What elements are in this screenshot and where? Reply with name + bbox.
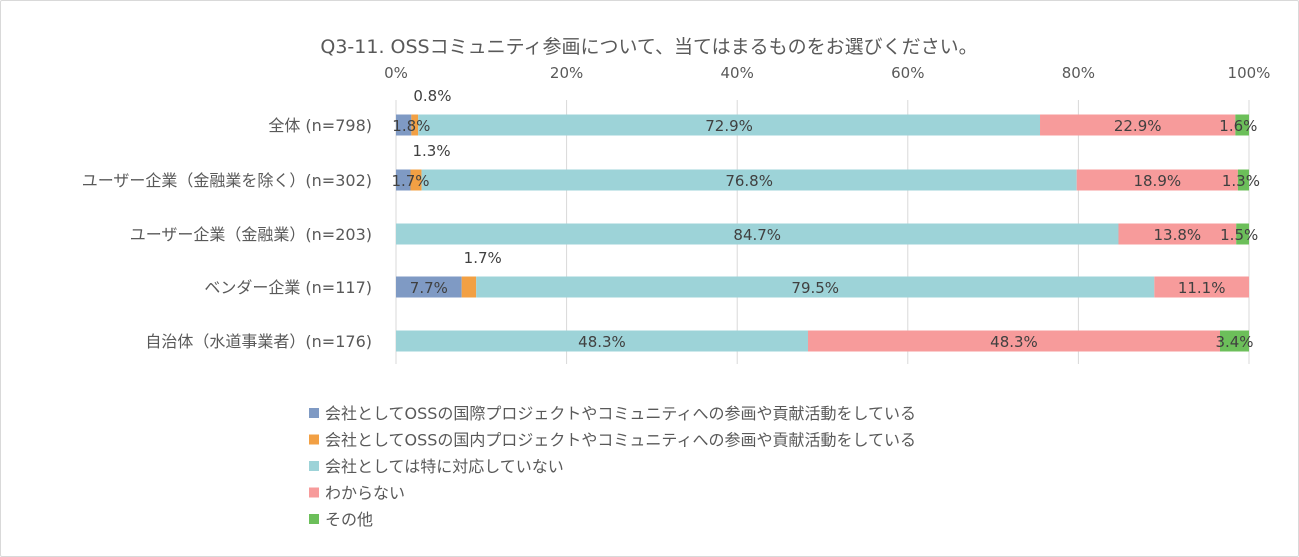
category-labels: 全体 (n=798) ユーザー企業（金融業を除く）(n=302) ユーザー企業（金融…	[82, 116, 372, 351]
x-axis-ticks: 0% 20% 40% 60% 80% 100%	[384, 64, 1270, 82]
x-tick-label: 20%	[550, 64, 583, 82]
chart-title: Q3-11. OSSコミュニティ参画について、当てはまるものをお選びください。	[320, 36, 977, 58]
category-label: ユーザー企業（金融業を除く）(n=302)	[82, 171, 372, 190]
data-label: 1.3%	[413, 142, 451, 160]
bar-segment	[396, 330, 808, 352]
data-label: 7.7%	[410, 279, 448, 297]
data-label: 11.1%	[1178, 279, 1226, 297]
data-label: 1.7%	[391, 172, 429, 190]
data-label: 0.8%	[413, 87, 451, 105]
data-label: 79.5%	[791, 279, 839, 297]
gridlines	[395, 100, 1250, 364]
data-label: 1.5%	[1220, 226, 1258, 244]
bar-segment	[418, 114, 1041, 136]
category-label: 全体 (n=798)	[268, 116, 372, 135]
legend-swatch	[309, 461, 319, 471]
data-label: 84.7%	[733, 226, 781, 244]
x-tick-label: 80%	[1062, 64, 1095, 82]
bar-segment	[476, 276, 1155, 298]
data-label: 13.8%	[1154, 226, 1202, 244]
legend-swatch	[309, 434, 319, 445]
x-tick-label: 0%	[384, 64, 408, 82]
bar-segment	[1118, 223, 1237, 245]
data-label: 72.9%	[705, 117, 753, 135]
data-label: 1.6%	[1219, 117, 1257, 135]
x-tick-label: 60%	[891, 64, 924, 82]
data-label: 48.3%	[578, 333, 626, 351]
data-label: 1.7%	[464, 249, 502, 267]
bar-segment	[410, 169, 422, 191]
x-tick-label: 40%	[721, 64, 754, 82]
legend-swatch	[309, 514, 319, 524]
bar-segment	[396, 114, 412, 136]
data-label: 1.3%	[1222, 172, 1260, 190]
bar-segment	[396, 223, 1119, 245]
bars	[396, 114, 1249, 352]
legend-label: わからない	[325, 484, 405, 503]
category-label: ベンダー企業 (n=117)	[204, 278, 372, 297]
legend: 会社としてOSSの国際プロジェクトやコミュニティへの参画や貢献活動をしている会社…	[309, 404, 916, 529]
data-labels: 1.8% 0.8% 72.9% 22.9% 1.6% 1.7% 1.3% 76.8% 18.9%…	[391, 87, 1260, 351]
bar-segment	[461, 276, 477, 298]
bar-segment	[1236, 223, 1249, 245]
data-label: 18.9%	[1133, 172, 1181, 190]
bar-segment	[396, 169, 411, 191]
bar-segment	[1235, 114, 1249, 136]
legend-label: 会社としては特に対応していない	[325, 457, 564, 476]
bar-segment	[1237, 169, 1249, 191]
legend-label: 会社としてOSSの国内プロジェクトやコミュニティへの参画や貢献活動をしている	[325, 431, 916, 450]
category-label: 自治体（水道事業者）(n=176)	[145, 332, 372, 351]
bar-segment	[411, 114, 419, 136]
data-label: 3.4%	[1215, 333, 1253, 351]
category-label: ユーザー企業（金融業）(n=203)	[130, 225, 372, 244]
legend-swatch	[309, 408, 319, 418]
legend-swatch	[309, 487, 319, 498]
bar-segment	[1040, 114, 1236, 136]
bar-segment	[807, 330, 1220, 352]
bar-segment	[396, 276, 462, 298]
legend-label: 会社としてOSSの国際プロジェクトやコミュニティへの参画や貢献活動をしている	[325, 404, 916, 423]
data-label: 48.3%	[990, 333, 1038, 351]
data-label: 22.9%	[1114, 117, 1162, 135]
data-label: 76.8%	[725, 172, 773, 190]
bar-segment	[1076, 169, 1238, 191]
bar-segment	[1154, 276, 1249, 298]
data-label: 1.8%	[392, 117, 430, 135]
bar-segment	[1219, 330, 1249, 352]
legend-label: その他	[325, 510, 373, 529]
bar-segment	[421, 169, 1077, 191]
x-tick-label: 100%	[1228, 64, 1271, 82]
